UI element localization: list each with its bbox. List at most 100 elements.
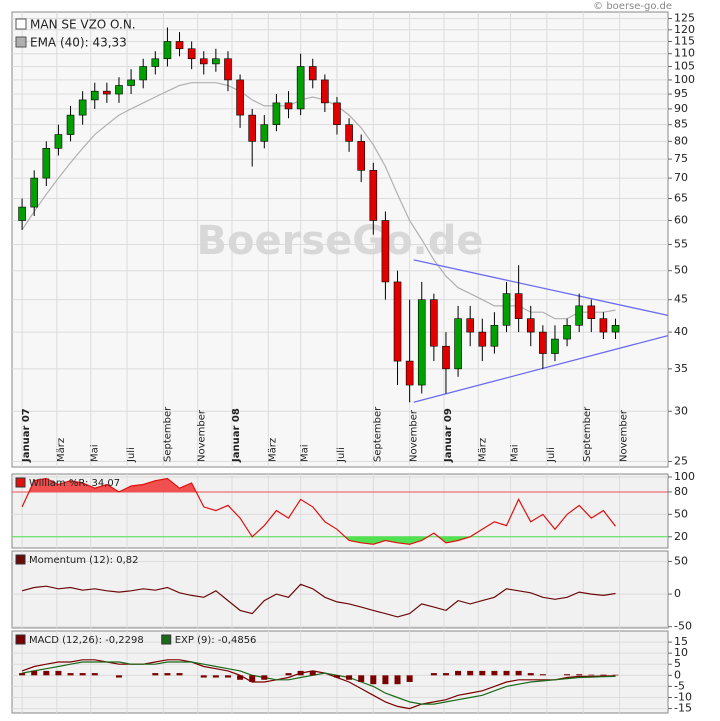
legend-label: Momentum (12): 0,82 [29,555,139,566]
candle-body [526,318,535,333]
y-tick-label: 60 [674,214,688,227]
candle-body [466,318,474,333]
candle-body [115,85,123,95]
histogram-bar [479,670,486,676]
candle-body [248,114,256,142]
candle-body [308,66,317,81]
y-tick-label: 25 [674,454,688,467]
legend-swatch [15,477,26,488]
candle-body [430,299,438,347]
y-tick-label: 120 [674,23,695,36]
y-tick-label: -5 [674,679,685,692]
x-tick-label: Juli [546,447,557,463]
legend-label: EMA (40): 43,33 [30,36,127,50]
y-tick-label: 10 [674,646,688,659]
candle-body [611,325,620,333]
legend-swatch [15,18,27,30]
indicator-line [21,661,616,705]
candle-body [42,148,51,179]
y-tick-label: 0 [674,668,681,681]
x-tick-label: Januar 09 [443,408,454,463]
legend-label: EXP (9): -0,4856 [175,635,257,646]
candle-body [284,102,293,110]
y-tick-label: 55 [674,237,688,250]
candle-body [236,79,244,116]
legend-swatch [15,36,27,48]
y-tick-label: -10 [674,690,692,703]
histogram-bar [491,670,498,676]
candle-body [357,141,365,171]
legend-label: MAN SE VZO O.N. [30,18,136,32]
histogram-bar [200,675,207,678]
histogram-bar [176,673,183,676]
histogram-bar [55,670,62,676]
candle-body [187,48,196,60]
y-tick-label: 115 [674,34,695,47]
y-tick-label: 80 [674,134,688,147]
y-tick-label: 45 [674,293,688,306]
candle-body [163,41,172,60]
histogram-bar [309,670,316,676]
candle-body [78,99,87,116]
x-tick-label: März [477,438,488,462]
x-tick-label: Mai [300,444,311,462]
candle-body [139,66,147,81]
histogram-bar [19,673,26,676]
x-tick-label: Juli [126,447,137,463]
histogram-bar [115,675,122,678]
y-tick-label: 75 [674,152,688,165]
candle-body [563,325,571,340]
y-tick-label: 100 [674,470,695,483]
y-tick-label: 40 [674,325,688,338]
candle-body [333,102,341,125]
y-tick-label: -50 [674,620,692,633]
histogram-bar [442,673,449,676]
histogram-bar [346,675,353,680]
candle-body [296,66,305,110]
candle-body [369,170,378,221]
indicator-line [21,583,616,618]
histogram-bar [152,673,159,676]
x-tick-label: September [582,406,593,462]
x-tick-label: November [619,409,630,462]
histogram-bar [370,675,377,685]
histogram-bar [527,673,534,676]
histogram-bar [224,675,231,678]
indicator-line [21,659,616,710]
candle-body [90,90,99,101]
legend-swatch [15,554,26,565]
x-tick-label: September [162,406,173,462]
candle-body [260,124,269,142]
histogram-bar [79,673,86,676]
copyright: © boerse-go.de [593,1,672,12]
histogram-bar [564,674,571,676]
candle-body [502,293,511,326]
legend-swatch [161,634,172,645]
x-tick-label: November [197,409,208,462]
histogram-bar [588,674,595,676]
x-tick-label: März [267,438,278,462]
overbought-area [22,478,616,492]
candle-body [478,331,487,347]
candle-body [551,338,559,354]
candle-body [199,58,208,65]
candle-body [405,360,414,386]
candle-body [321,79,329,104]
y-tick-label: 50 [674,507,688,520]
trendline [413,259,669,317]
y-tick-label: 0 [674,587,681,600]
candle-body [575,305,583,326]
histogram-bar [430,673,437,676]
candle-body [514,293,523,319]
y-tick-label: 65 [674,191,688,204]
y-tick-label: 30 [674,404,688,417]
x-tick-label: Mai [90,444,101,462]
y-tick-label: 105 [674,60,695,73]
y-tick-label: 20 [674,530,688,543]
candle-body [103,90,111,95]
histogram-bar [212,675,219,678]
histogram-bar [249,675,256,682]
candle-body [599,318,608,333]
panel [11,473,669,549]
